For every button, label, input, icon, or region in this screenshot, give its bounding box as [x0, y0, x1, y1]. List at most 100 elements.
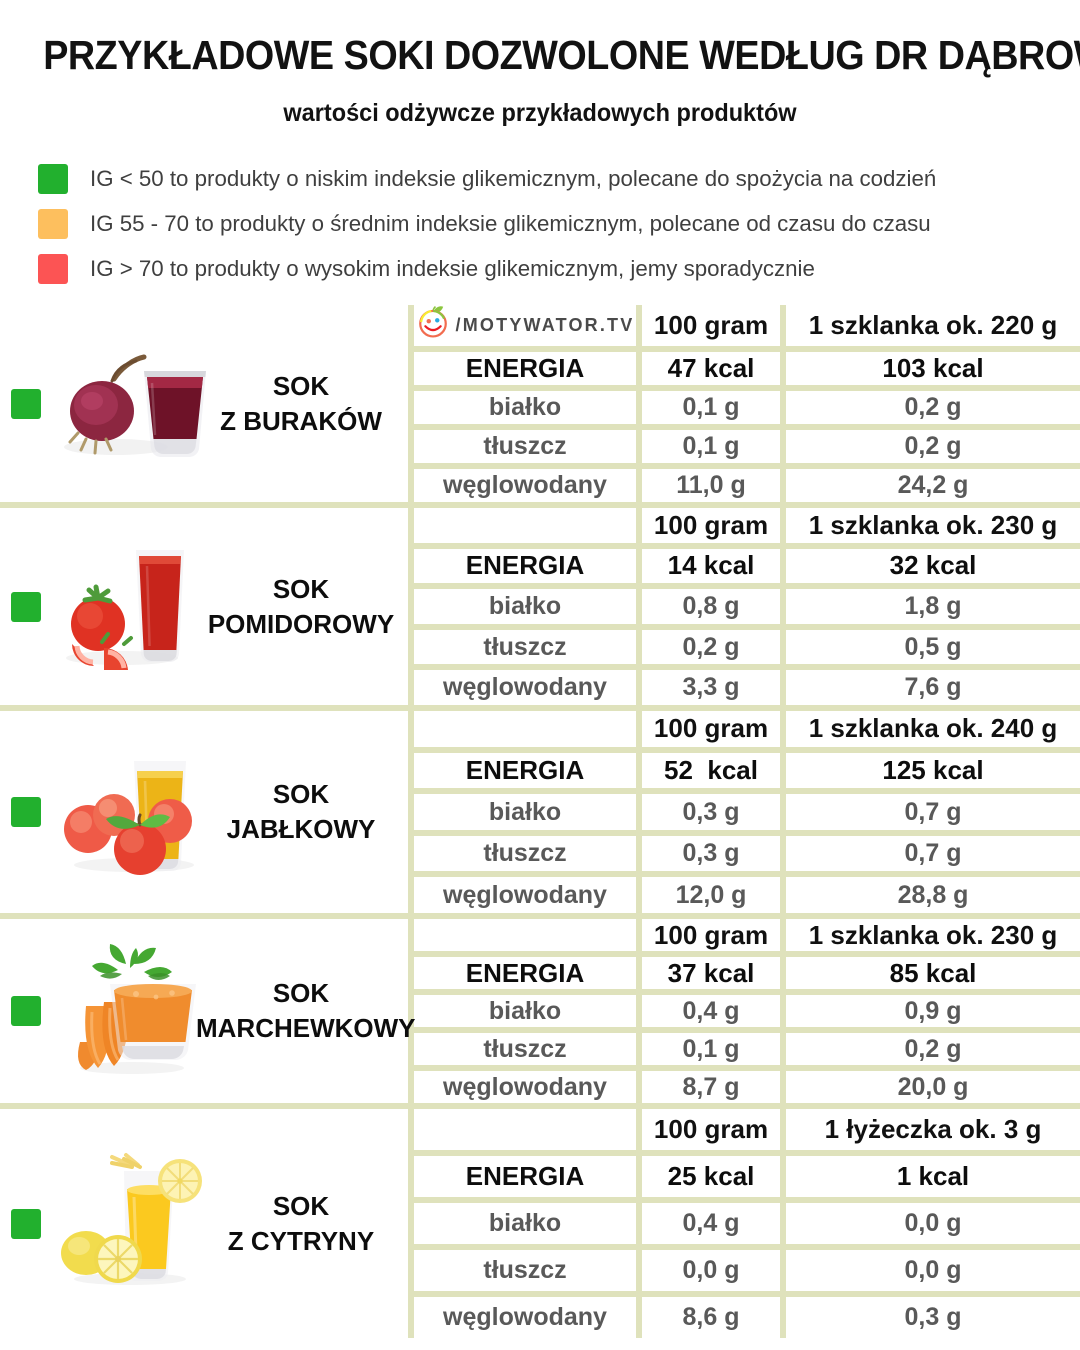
juice-name-line2: MARCHEWKOWY	[196, 1013, 416, 1043]
juice-name: SOK Z CYTRYNY	[196, 1188, 406, 1258]
grid-header-blank-cell	[414, 711, 642, 747]
lemon-juice-icon	[52, 1149, 222, 1299]
cell-label-fat: tłuszcz	[414, 835, 642, 872]
cell-fat-per-100g: 0,3 g	[642, 835, 786, 872]
cell-protein-serving: 1,8 g	[904, 592, 962, 620]
grid-header-blank-cell	[414, 919, 642, 951]
tomato-juice-icon	[52, 532, 222, 682]
legend-swatch-red	[38, 253, 68, 284]
grid-header-blank-cell	[414, 508, 642, 543]
cell-carbs-per-100g: 3,3 g	[642, 670, 786, 705]
legend-label-medium: IG 55 - 70 to produkty o średnim indeksi…	[90, 210, 931, 236]
cell-protein-serving: 0,9 g	[904, 996, 962, 1025]
cell-fat-serving: 0,2 g	[904, 432, 962, 460]
grid-row-fat: tłuszcz 0,1 g 0,2 g	[414, 430, 1080, 469]
cell-label-carbs: węglowodany	[414, 1071, 642, 1103]
grid-header-row: 100 gram 1 szklanka ok. 230 g	[414, 919, 1080, 957]
grid-header-blank-cell	[414, 1109, 642, 1150]
cell-fat-per-100g: 0,1 g	[642, 430, 786, 463]
cell-energy-per-100g: 47 kcal	[642, 352, 786, 385]
cell-energy-serving: 103 kcal	[882, 353, 984, 383]
nutrition-grid: 100 gram 1 łyżeczka ok. 3 g ENERGIA 25 kcal…	[408, 1109, 1080, 1338]
ig-indicator-swatch	[11, 797, 41, 827]
legend-item-high: IG > 70 to produkty o wysokim indeksie g…	[38, 246, 1080, 291]
grid-header-serving: 1 szklanka ok. 230 g	[808, 919, 1058, 950]
grid-header-serving: 1 szklanka ok. 240 g	[808, 713, 1058, 744]
juice-row: SOK POMIDOROWY 100 gram 1 szklanka ok. 230 …	[0, 508, 1080, 711]
cell-energy-per-100g: 14 kcal	[642, 548, 786, 584]
juice-row: SOK Z BURAKÓW /MOTYWATOR.TV 100 gram 1 szkl…	[0, 305, 1080, 508]
juice-name: SOK POMIDOROWY	[196, 571, 406, 641]
legend-swatch-orange	[38, 208, 68, 239]
grid-row-protein: białko 0,4 g 0,9 g	[414, 995, 1080, 1033]
grid-header-row: 100 gram 1 szklanka ok. 240 g	[414, 711, 1080, 753]
cell-energy-per-100g: 52 kcal	[642, 752, 786, 789]
grid-row-carbs: węglowodany 8,6 g 0,3 g	[414, 1297, 1080, 1338]
page-subtitle: wartości odżywcze przykładowych produktó…	[283, 99, 797, 128]
cell-carbs-per-100g: 8,6 g	[642, 1297, 786, 1338]
cell-fat-serving: 0,5 g	[904, 632, 962, 661]
cell-label-energy: ENERGIA	[414, 1156, 642, 1197]
juice-identity: SOK MARCHEWKOWY	[0, 919, 416, 1103]
cell-carbs-serving: 0,3 g	[904, 1303, 962, 1331]
grid-header-per-100g: 100 gram	[642, 919, 786, 951]
grid-header-row: /MOTYWATOR.TV 100 gram 1 szklanka ok. 220 …	[414, 305, 1080, 352]
cell-label-carbs: węglowodany	[414, 469, 642, 502]
juice-name-line2: Z BURAKÓW	[220, 405, 382, 436]
grid-row-protein: białko 0,1 g 0,2 g	[414, 391, 1080, 430]
grid-row-fat: tłuszcz 0,2 g 0,5 g	[414, 629, 1080, 671]
cell-protein-per-100g: 0,8 g	[642, 589, 786, 624]
ig-indicator-swatch	[11, 1208, 41, 1239]
cell-label-protein: białko	[414, 995, 642, 1027]
cell-carbs-serving: 20,0 g	[897, 1072, 969, 1101]
grid-row-carbs: węglowodany 3,3 g 7,6 g	[414, 670, 1080, 705]
cell-energy-serving: 1 kcal	[896, 1161, 970, 1191]
cell-label-energy: ENERGIA	[414, 548, 642, 584]
cell-fat-per-100g: 0,1 g	[642, 1033, 786, 1065]
grid-row-protein: białko 0,4 g 0,0 g	[414, 1203, 1080, 1250]
grid-header-row: 100 gram 1 szklanka ok. 230 g	[414, 508, 1080, 549]
grid-header-serving: 1 szklanka ok. 230 g	[808, 509, 1058, 540]
nutrition-grid: /MOTYWATOR.TV 100 gram 1 szklanka ok. 220 …	[408, 305, 1080, 502]
cell-energy-serving: 85 kcal	[889, 957, 977, 988]
cell-label-protein: białko	[414, 391, 642, 424]
grid-row-energy: ENERGIA 52 kcal 125 kcal	[414, 752, 1080, 795]
juice-identity: SOK Z BURAKÓW	[0, 305, 408, 502]
cell-label-energy: ENERGIA	[414, 352, 642, 385]
juice-name: SOK MARCHEWKOWY	[196, 976, 416, 1046]
cell-fat-serving: 0,7 g	[904, 839, 962, 868]
juice-row: SOK Z CYTRYNY 100 gram 1 łyżeczka ok. 3 g EN…	[0, 1109, 1080, 1338]
grid-header-per-100g: 100 gram	[642, 711, 786, 747]
grid-row-carbs: węglowodany 11,0 g 24,2 g	[414, 469, 1080, 502]
legend-label-low: IG < 50 to produkty o niskim indeksie gl…	[90, 165, 937, 191]
grid-row-energy: ENERGIA 14 kcal 32 kcal	[414, 548, 1080, 590]
juice-name-line2: Z CYTRYNY	[227, 1225, 375, 1256]
cell-label-carbs: węglowodany	[414, 1297, 642, 1338]
grid-row-protein: białko 0,3 g 0,7 g	[414, 794, 1080, 836]
cell-fat-serving: 0,0 g	[904, 1256, 962, 1284]
legend-item-medium: IG 55 - 70 to produkty o średnim indeksi…	[38, 201, 1080, 246]
grid-row-protein: białko 0,8 g 1,8 g	[414, 589, 1080, 630]
juice-identity: SOK JABŁKOWY	[0, 711, 408, 913]
cell-carbs-serving: 7,6 g	[904, 673, 962, 702]
ig-indicator-swatch	[11, 388, 41, 419]
cell-label-fat: tłuszcz	[414, 1033, 642, 1065]
juice-name-line1: SOK	[272, 977, 330, 1008]
cell-fat-per-100g: 0,0 g	[642, 1250, 786, 1291]
grid-row-fat: tłuszcz 0,0 g 0,0 g	[414, 1250, 1080, 1297]
cell-label-energy: ENERGIA	[414, 957, 642, 989]
beet-juice-icon	[52, 329, 222, 479]
grid-row-carbs: węglowodany 12,0 g 28,8 g	[414, 877, 1080, 913]
juice-name-line1: SOK	[272, 778, 330, 809]
cell-fat-serving: 0,2 g	[904, 1034, 962, 1063]
juice-name: SOK Z BURAKÓW	[196, 368, 406, 438]
ig-indicator-swatch	[11, 996, 41, 1026]
cell-carbs-per-100g: 12,0 g	[642, 877, 786, 913]
cell-energy-serving: 125 kcal	[882, 754, 984, 785]
brand-name: /MOTYWATOR.TV	[455, 315, 635, 335]
cell-label-fat: tłuszcz	[414, 629, 642, 665]
cell-label-fat: tłuszcz	[414, 430, 642, 463]
juice-name-line1: SOK	[272, 573, 330, 604]
cell-label-energy: ENERGIA	[414, 752, 642, 789]
cell-carbs-per-100g: 11,0 g	[642, 469, 786, 502]
